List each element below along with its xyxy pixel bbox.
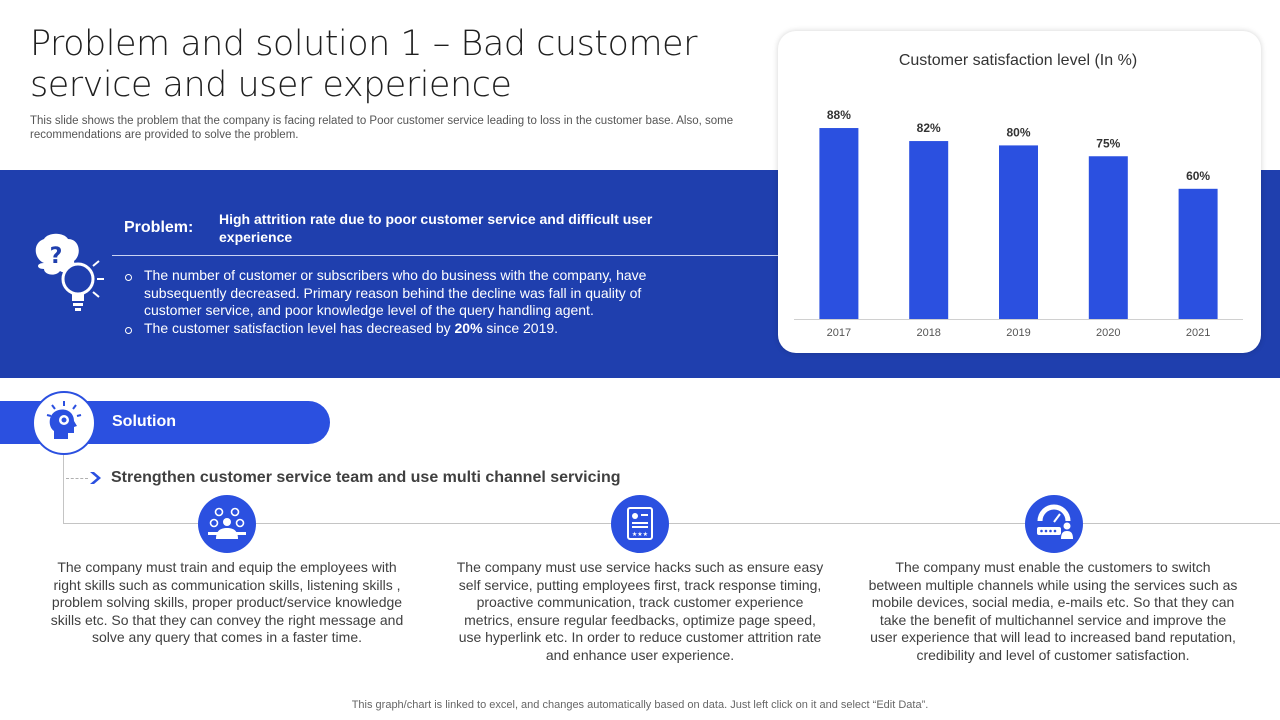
feedback-form-icon-holder: ★★★ [611, 495, 669, 553]
footer-note: This graph/chart is linked to excel, and… [351, 699, 929, 711]
feedback-form-icon: ★★★ [627, 507, 653, 540]
data-label-2018: 82% [917, 121, 941, 135]
customer-rating-icon-holder [1025, 495, 1083, 553]
head-idea-icon [46, 401, 82, 439]
solution-icon-holder [32, 391, 96, 455]
problem-divider [112, 255, 780, 256]
data-label-2021: 60% [1186, 169, 1210, 183]
chart-card[interactable]: Customer satisfaction level (In %) 88% 201… [778, 31, 1261, 353]
customer-rating-icon [1037, 504, 1073, 539]
x-tick-label-2021: 2021 [1186, 327, 1210, 339]
page-title: Problem and solution 1 – Bad customer se… [30, 24, 697, 105]
data-label-2017: 88% [827, 108, 851, 122]
solution-column-text: The company must use service hacks such … [456, 559, 824, 663]
problem-label: Problem: [124, 219, 194, 236]
bar-2018 [909, 141, 949, 319]
svg-text:?: ? [50, 244, 63, 269]
solution-column-text: The company must train and equip the emp… [50, 559, 404, 646]
page-subtitle: This slide shows the problem that the co… [30, 115, 734, 141]
chart-title: Customer satisfaction level (In %) [899, 52, 1137, 69]
bar-2019 [999, 145, 1038, 319]
x-tick-label-2020: 2020 [1096, 327, 1120, 339]
tree-dash-connector [66, 478, 88, 479]
bar-2017 [819, 128, 859, 319]
problem-bullet-list: The number of customer or subscribers wh… [124, 267, 684, 337]
x-tick-label-2018: 2018 [916, 327, 940, 339]
solution-strategy: Strengthen customer service team and use… [111, 469, 621, 486]
team-skills-icon-holder [198, 495, 256, 553]
bar-2021 [1178, 188, 1218, 319]
problem-title: High attrition rate due to poor customer… [219, 211, 653, 245]
svg-text:★★★: ★★★ [632, 531, 648, 538]
question-bulb-icon: ? [35, 233, 104, 311]
tree-connector [63, 455, 64, 524]
solution-column-text: The company must enable the customers to… [868, 559, 1238, 663]
problem-bullet: The customer satisfaction level has decr… [124, 320, 684, 338]
tree-horizontal-line [63, 523, 1280, 524]
x-tick-label-2017: 2017 [827, 327, 851, 339]
problem-bullet: The number of customer or subscribers wh… [124, 267, 684, 320]
x-tick-label-2019: 2019 [1006, 327, 1030, 339]
data-label-2020: 75% [1096, 136, 1120, 150]
bar-2020 [1088, 156, 1128, 319]
satisfaction-bar-chart[interactable]: Customer satisfaction level (In %) 88% 201… [778, 31, 1261, 353]
team-skills-icon [208, 507, 246, 539]
solution-label: Solution [112, 413, 176, 430]
chevron-right-icon [90, 472, 101, 484]
highlight-percent: 20% [454, 319, 483, 336]
data-label-2019: 80% [1006, 125, 1030, 139]
